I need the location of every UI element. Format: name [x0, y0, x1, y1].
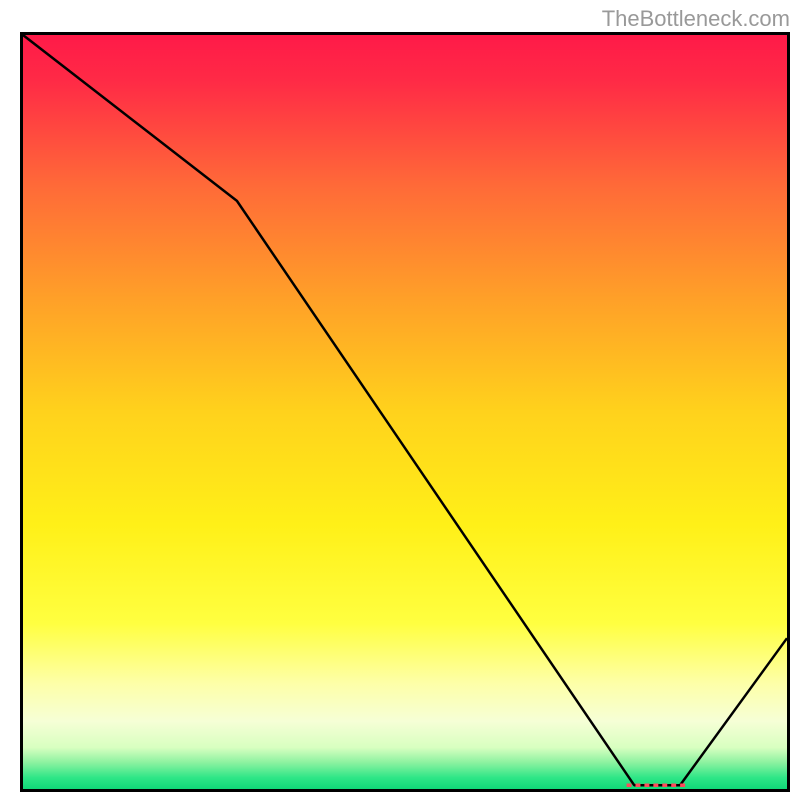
plot-area	[20, 32, 790, 792]
chart-container: TheBottleneck.com	[0, 0, 800, 800]
chart-svg	[23, 35, 787, 789]
watermark-text: TheBottleneck.com	[602, 6, 790, 32]
